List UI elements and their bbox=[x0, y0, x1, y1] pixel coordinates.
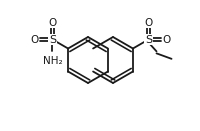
Text: O: O bbox=[30, 34, 38, 45]
Text: O: O bbox=[48, 18, 56, 28]
Text: S: S bbox=[144, 34, 151, 45]
Text: O: O bbox=[162, 34, 170, 45]
Text: O: O bbox=[144, 18, 152, 28]
Text: S: S bbox=[49, 34, 56, 45]
Text: NH₂: NH₂ bbox=[42, 56, 62, 66]
